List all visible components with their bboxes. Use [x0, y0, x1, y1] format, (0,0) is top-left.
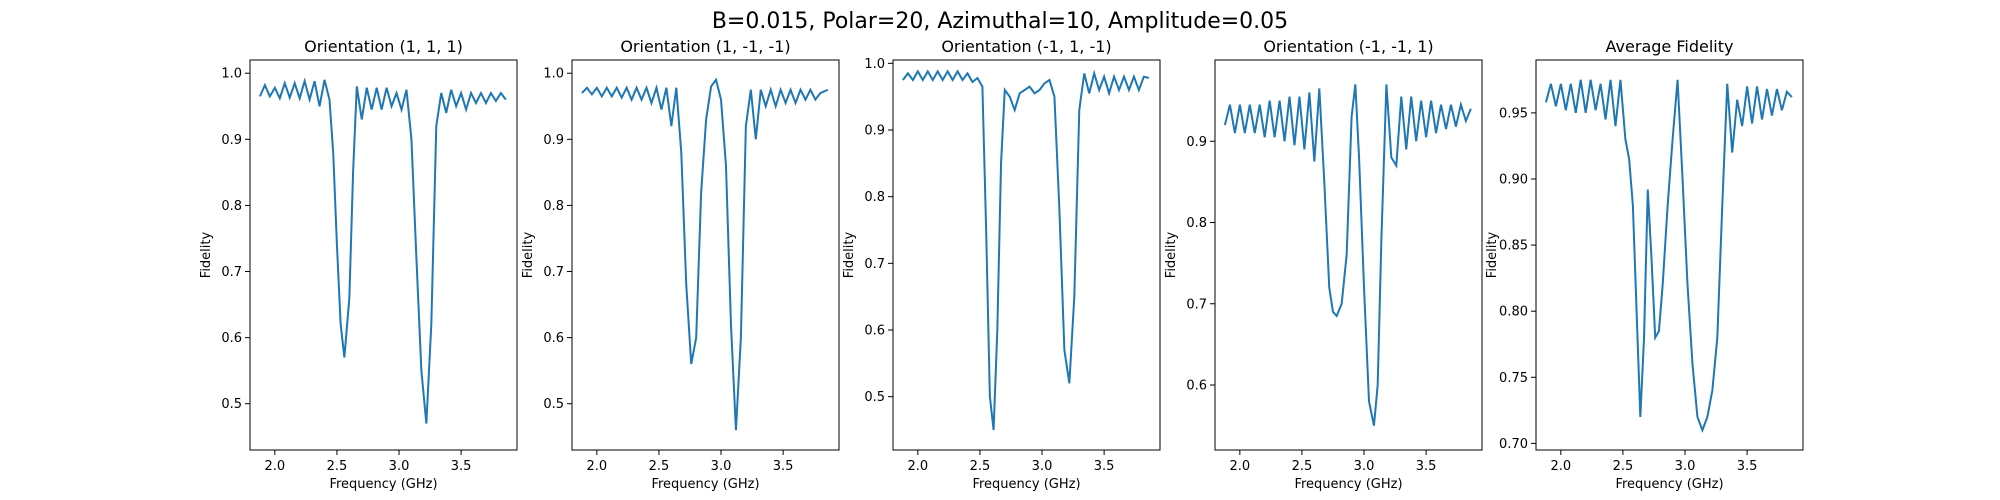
y-tick-label: 1.0 — [543, 67, 564, 82]
y-tick-label: 0.9 — [543, 133, 564, 148]
plot-frame — [1535, 59, 1804, 451]
y-tick-label: 0.70 — [1499, 437, 1528, 452]
y-tick-label: 0.80 — [1499, 305, 1528, 320]
y-tick-label: 0.9 — [864, 124, 885, 139]
series-line — [581, 77, 829, 431]
x-tick-label: 3.5 — [1416, 459, 1437, 474]
y-axis-label: Fidelity — [1485, 231, 1500, 278]
x-axis-label: Frequency (GHz) — [651, 477, 759, 492]
series-line — [259, 77, 507, 424]
x-tick-label: 2.5 — [1613, 459, 1634, 474]
y-axis-label: Fidelity — [1164, 231, 1179, 278]
y-tick-label: 0.6 — [864, 324, 885, 339]
chart-panel-5: 2.0 2.5 3.0 3.5 0.70 0.75 0.80 0.85 0.90 0.95 Aver… — [1485, 37, 1804, 492]
y-tick-label: 0.6 — [1186, 379, 1207, 394]
chart-panel-1: 2.0 2.5 3.0 3.5 0.5 0.6 0.7 0.8 0.9 1.0 Orientatio… — [199, 37, 518, 492]
series-line — [1544, 79, 1793, 434]
y-tick-label: 0.5 — [221, 397, 242, 412]
x-tick-label: 2.5 — [1292, 459, 1313, 474]
x-tick-label: 2.0 — [1229, 459, 1250, 474]
y-tick-label: 0.5 — [543, 397, 564, 412]
y-tick-label: 0.9 — [1186, 135, 1207, 150]
y-tick-label: 0.7 — [1186, 297, 1207, 312]
plot-frame — [892, 59, 1161, 451]
y-tick-label: 0.95 — [1499, 106, 1528, 121]
y-axis-label: Fidelity — [521, 231, 536, 278]
y-tick-label: 0.90 — [1499, 172, 1528, 187]
chart-title: Orientation (-1, -1, 1) — [1263, 37, 1433, 56]
x-tick-label: 3.5 — [773, 459, 794, 474]
y-tick-label: 0.7 — [543, 265, 564, 280]
x-tick-label: 2.0 — [907, 459, 928, 474]
x-tick-label: 2.5 — [649, 459, 670, 474]
y-tick-label: 0.7 — [221, 265, 242, 280]
plot-frame — [571, 59, 840, 451]
y-tick-label: 0.8 — [221, 199, 242, 214]
x-axis-label: Frequency (GHz) — [1294, 477, 1402, 492]
y-tick-label: 1.0 — [864, 57, 885, 72]
chart-panel-2: 2.0 2.5 3.0 3.5 0.5 0.6 0.7 0.8 0.9 1.0 Orientatio… — [521, 37, 840, 492]
x-axis-label: Frequency (GHz) — [329, 477, 437, 492]
plot-frame — [249, 59, 518, 451]
y-tick-label: 0.7 — [864, 257, 885, 272]
x-tick-label: 3.0 — [1354, 459, 1375, 474]
y-axis-label: Fidelity — [842, 231, 857, 278]
x-tick-label: 3.0 — [389, 459, 410, 474]
x-tick-label: 3.0 — [1032, 459, 1053, 474]
x-tick-label: 2.5 — [327, 459, 348, 474]
y-tick-label: 0.9 — [221, 133, 242, 148]
series-line — [902, 69, 1150, 431]
y-tick-label: 0.6 — [543, 331, 564, 346]
x-axis-label: Frequency (GHz) — [972, 477, 1080, 492]
x-tick-label: 3.5 — [1094, 459, 1115, 474]
y-axis-label: Fidelity — [199, 231, 214, 278]
y-tick-label: 1.0 — [221, 67, 242, 82]
x-tick-label: 3.5 — [1737, 459, 1758, 474]
series-line — [1223, 84, 1472, 426]
chart-title: Orientation (1, -1, -1) — [620, 37, 790, 56]
y-tick-label: 0.5 — [864, 390, 885, 405]
chart-title: Orientation (-1, 1, -1) — [941, 37, 1111, 56]
x-tick-label: 2.0 — [264, 459, 285, 474]
y-tick-label: 0.6 — [221, 331, 242, 346]
x-tick-label: 3.5 — [451, 459, 472, 474]
x-tick-label: 2.0 — [1550, 459, 1571, 474]
figure-suptitle: B=0.015, Polar=20, Azimuthal=10, Amplitu… — [712, 9, 1288, 34]
chart-title: Orientation (1, 1, 1) — [304, 37, 463, 56]
plot-frame — [1214, 59, 1483, 451]
x-tick-label: 2.5 — [970, 459, 991, 474]
chart-panel-4: 2.0 2.5 3.0 3.5 0.6 0.7 0.8 0.9 Orientation (-1,… — [1164, 37, 1483, 492]
y-tick-label: 0.8 — [864, 190, 885, 205]
y-tick-label: 0.8 — [1186, 216, 1207, 231]
x-tick-label: 3.0 — [711, 459, 732, 474]
x-tick-label: 2.0 — [586, 459, 607, 474]
y-tick-label: 0.8 — [543, 199, 564, 214]
chart-panel-3: 2.0 2.5 3.0 3.5 0.5 0.6 0.7 0.8 0.9 1.0 Orientatio… — [842, 37, 1161, 492]
y-tick-label: 0.75 — [1499, 371, 1528, 386]
chart-title: Average Fidelity — [1606, 37, 1734, 56]
x-tick-label: 3.0 — [1675, 459, 1696, 474]
y-tick-label: 0.85 — [1499, 239, 1528, 254]
x-axis-label: Frequency (GHz) — [1615, 477, 1723, 492]
